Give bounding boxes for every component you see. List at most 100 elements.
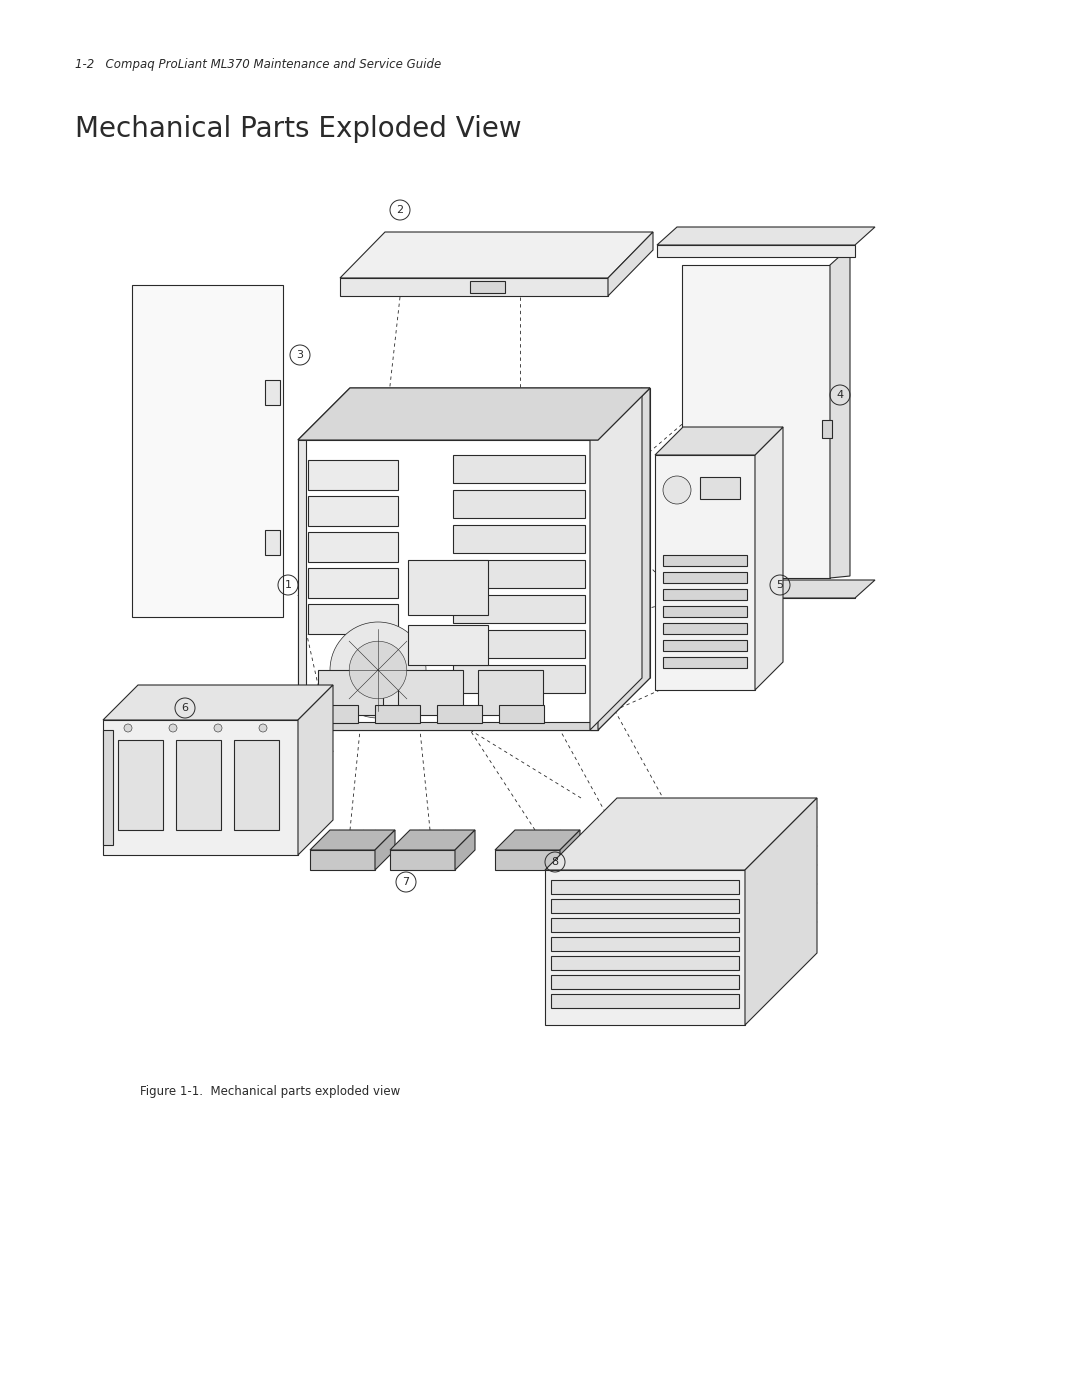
Text: Figure 1-1.  Mechanical parts exploded view: Figure 1-1. Mechanical parts exploded vi… xyxy=(140,1085,401,1098)
Bar xyxy=(118,740,163,830)
Polygon shape xyxy=(590,440,598,731)
Polygon shape xyxy=(298,440,306,731)
Text: Mechanical Parts Exploded View: Mechanical Parts Exploded View xyxy=(75,115,522,142)
Polygon shape xyxy=(298,722,598,731)
Bar xyxy=(375,705,420,724)
Bar xyxy=(551,995,739,1009)
Circle shape xyxy=(168,724,177,732)
Bar xyxy=(453,630,585,658)
Bar xyxy=(822,420,832,439)
Polygon shape xyxy=(657,580,875,598)
Polygon shape xyxy=(575,849,640,870)
Circle shape xyxy=(259,724,267,732)
Bar xyxy=(663,555,747,566)
Polygon shape xyxy=(640,830,660,870)
Bar xyxy=(308,532,399,562)
Polygon shape xyxy=(340,232,653,278)
Bar xyxy=(313,705,357,724)
Bar xyxy=(408,624,488,665)
Bar xyxy=(453,595,585,623)
Bar xyxy=(551,956,739,970)
Bar xyxy=(663,606,747,617)
Bar xyxy=(399,671,463,715)
Polygon shape xyxy=(745,798,816,1025)
Polygon shape xyxy=(654,427,783,455)
Polygon shape xyxy=(132,285,283,617)
Bar xyxy=(551,937,739,951)
Polygon shape xyxy=(654,455,755,690)
Polygon shape xyxy=(657,244,855,257)
Bar xyxy=(551,918,739,932)
Polygon shape xyxy=(545,798,816,870)
Polygon shape xyxy=(298,685,333,855)
Circle shape xyxy=(214,724,222,732)
Bar xyxy=(663,623,747,634)
Polygon shape xyxy=(390,830,475,849)
Text: 8: 8 xyxy=(552,856,558,868)
Bar xyxy=(700,476,740,499)
Bar xyxy=(551,900,739,914)
Circle shape xyxy=(349,641,407,698)
Polygon shape xyxy=(310,830,395,849)
Polygon shape xyxy=(495,849,561,870)
Polygon shape xyxy=(598,388,650,731)
Text: 3: 3 xyxy=(297,351,303,360)
Text: 1: 1 xyxy=(284,580,292,590)
Polygon shape xyxy=(298,388,650,440)
Bar xyxy=(318,671,383,715)
Text: 1-2   Compaq ProLiant ML370 Maintenance and Service Guide: 1-2 Compaq ProLiant ML370 Maintenance an… xyxy=(75,59,442,71)
Text: 5: 5 xyxy=(777,580,783,590)
Circle shape xyxy=(663,476,691,504)
Bar xyxy=(453,490,585,518)
Polygon shape xyxy=(340,278,608,296)
Bar xyxy=(470,281,505,293)
Polygon shape xyxy=(657,226,875,244)
Bar xyxy=(551,975,739,989)
Text: 2: 2 xyxy=(396,205,404,215)
Bar xyxy=(308,496,399,527)
Bar xyxy=(265,529,280,555)
Bar xyxy=(308,460,399,490)
Bar xyxy=(308,569,399,598)
Text: 7: 7 xyxy=(403,877,409,887)
Bar xyxy=(103,731,113,845)
Polygon shape xyxy=(310,849,375,870)
Text: 6: 6 xyxy=(181,703,189,712)
Polygon shape xyxy=(545,870,745,1025)
Bar xyxy=(437,705,482,724)
Polygon shape xyxy=(103,719,298,855)
Bar xyxy=(453,665,585,693)
Bar xyxy=(499,705,544,724)
Polygon shape xyxy=(390,849,455,870)
Bar xyxy=(551,880,739,894)
Bar xyxy=(453,525,585,553)
Bar xyxy=(663,640,747,651)
Polygon shape xyxy=(455,830,475,870)
Polygon shape xyxy=(298,388,650,440)
Bar xyxy=(663,571,747,583)
Polygon shape xyxy=(755,427,783,690)
Bar xyxy=(176,740,221,830)
Bar xyxy=(663,590,747,599)
Polygon shape xyxy=(575,830,660,849)
Polygon shape xyxy=(681,265,831,578)
Bar xyxy=(453,560,585,588)
Polygon shape xyxy=(561,830,580,870)
Bar xyxy=(478,671,543,715)
Bar xyxy=(265,380,280,405)
Bar xyxy=(453,455,585,483)
Polygon shape xyxy=(495,830,580,849)
Bar xyxy=(663,657,747,668)
Polygon shape xyxy=(103,685,333,719)
Polygon shape xyxy=(831,247,850,578)
Bar xyxy=(308,604,399,634)
Polygon shape xyxy=(375,830,395,870)
Bar xyxy=(408,560,488,615)
Circle shape xyxy=(124,724,132,732)
Polygon shape xyxy=(657,585,855,598)
Polygon shape xyxy=(590,388,642,731)
Bar xyxy=(234,740,279,830)
Circle shape xyxy=(330,622,426,718)
Text: 4: 4 xyxy=(836,390,843,400)
Polygon shape xyxy=(608,232,653,296)
